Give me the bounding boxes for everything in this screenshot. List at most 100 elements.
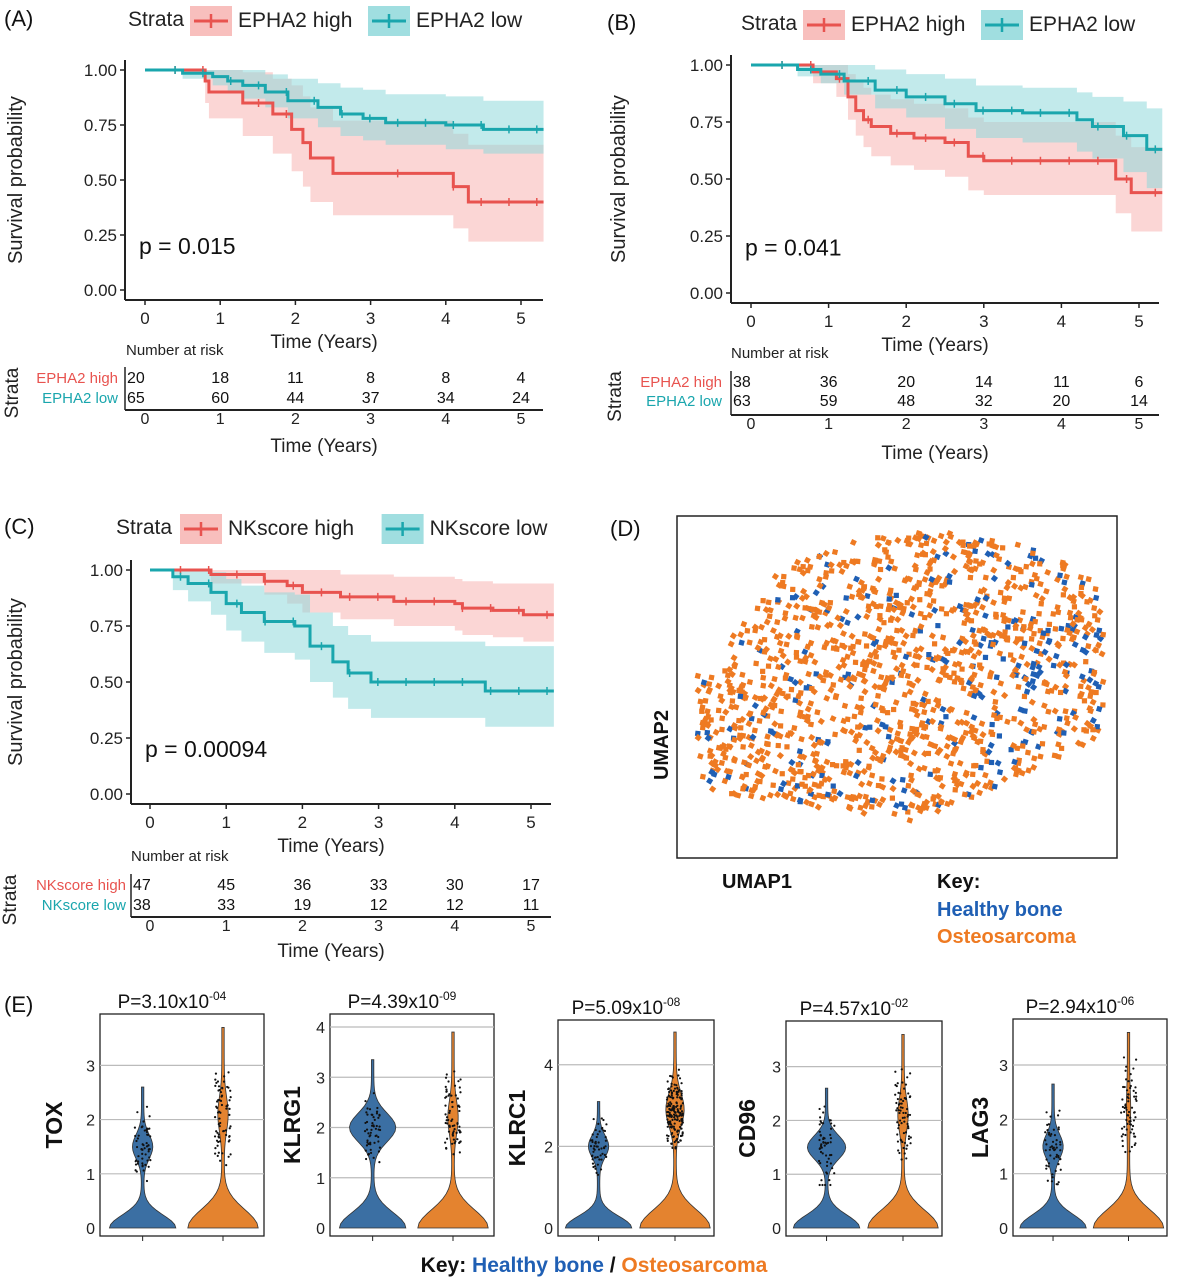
y-tick-label: 3 (316, 1070, 325, 1087)
umap-point-osteo (758, 747, 766, 755)
jitter-point-osteo (677, 1068, 681, 1071)
umap-point-osteo (816, 553, 823, 560)
jitter-point-healthy (596, 1155, 599, 1159)
y-tick-label: 1.00 (84, 61, 117, 80)
umap-point-healthy (902, 653, 910, 661)
risk-count-low: 32 (975, 393, 993, 410)
jitter-point-healthy (600, 1117, 603, 1120)
umap-point-osteo (854, 703, 861, 711)
umap-point-osteo (1010, 582, 1019, 590)
jitter-point-osteo (672, 1105, 675, 1108)
jitter-point-osteo (216, 1131, 219, 1134)
umap-point-osteo (731, 660, 739, 669)
umap-point-osteo (1061, 585, 1069, 593)
risk-count-high: 20 (897, 374, 915, 391)
jitter-point-osteo (680, 1082, 683, 1085)
jitter-point-healthy (365, 1144, 369, 1147)
umap-point-osteo (1078, 590, 1084, 597)
umap-point-osteo (832, 731, 839, 738)
umap-point-osteo (808, 800, 815, 808)
umap-point-osteo (921, 690, 929, 698)
umap-point-osteo (928, 632, 936, 640)
jitter-point-osteo (901, 1106, 904, 1109)
jitter-point-osteo (1124, 1133, 1127, 1137)
umap-point-osteo (969, 771, 976, 778)
jitter-point-healthy (604, 1136, 607, 1139)
umap-point-osteo (921, 750, 929, 758)
umap-point-osteo (855, 670, 863, 678)
jitter-point-osteo (897, 1091, 900, 1094)
umap-point-osteo (848, 795, 856, 803)
umap-point-osteo (966, 543, 973, 549)
jitter-point-healthy (368, 1135, 371, 1138)
legend-title: Strata (116, 516, 172, 539)
jitter-point-healthy (375, 1112, 379, 1115)
risk-count-low: 48 (897, 393, 915, 410)
jitter-point-osteo (1124, 1103, 1127, 1106)
jitter-point-healthy (363, 1130, 367, 1133)
umap-point-healthy (867, 724, 873, 730)
umap-point-osteo (1085, 643, 1092, 650)
umap-point-osteo (1016, 616, 1024, 624)
umap-point-osteo (930, 796, 936, 802)
umap-point-osteo (992, 611, 999, 618)
umap-point-osteo (866, 632, 874, 641)
umap-point-osteo (1075, 609, 1083, 617)
umap-point-osteo (842, 607, 850, 616)
umap-point-osteo (880, 685, 888, 693)
jitter-point-osteo (1125, 1118, 1128, 1122)
umap-point-osteo (949, 553, 958, 561)
umap-point-osteo (1014, 745, 1021, 752)
umap-point-osteo (990, 599, 997, 606)
umap-point-osteo (910, 749, 918, 757)
jitter-point-osteo (216, 1154, 219, 1158)
umap-point-healthy (796, 796, 804, 804)
jitter-point-healthy (833, 1172, 836, 1175)
jitter-point-healthy (602, 1146, 606, 1149)
umap-point-healthy (969, 626, 976, 634)
umap-point-healthy (751, 701, 760, 710)
jitter-point-osteo (214, 1078, 217, 1081)
umap-point-osteo (694, 734, 702, 742)
umap-point-osteo (778, 708, 785, 715)
jitter-point-osteo (220, 1103, 224, 1107)
legend-label-high: EPHA2 high (238, 9, 352, 32)
jitter-point-healthy (378, 1146, 382, 1149)
umap-point-osteo (875, 575, 883, 583)
umap-point-osteo (845, 803, 853, 811)
umap-point-osteo (1062, 672, 1071, 680)
umap-point-osteo (912, 707, 920, 715)
umap-point-healthy (935, 622, 941, 629)
violin-frame (99, 1013, 265, 1237)
umap-point-healthy (996, 733, 1003, 739)
jitter-point-osteo (1134, 1142, 1137, 1145)
umap-point-osteo (888, 558, 895, 565)
umap-point-osteo (754, 644, 762, 652)
risk-count-low: 65 (127, 390, 145, 407)
umap-point-osteo (987, 669, 995, 677)
jitter-point-osteo (904, 1111, 907, 1115)
y-tick-label: 0.25 (90, 729, 123, 748)
umap-point-healthy (899, 776, 906, 783)
umap-point-healthy (982, 612, 989, 620)
jitter-point-healthy (596, 1163, 599, 1166)
umap-point-healthy (908, 611, 916, 618)
umap-point-osteo (856, 731, 864, 739)
jitter-point-healthy (819, 1161, 822, 1165)
jitter-point-osteo (900, 1139, 903, 1142)
umap-point-osteo (844, 794, 851, 801)
umap-point-osteo (918, 541, 925, 549)
umap-point-osteo (909, 603, 917, 611)
umap-point-osteo (974, 738, 982, 746)
umap-point-osteo (891, 706, 897, 713)
umap-point-osteo (959, 666, 965, 672)
umap-point-osteo (788, 686, 795, 693)
umap-point-osteo (893, 735, 901, 743)
jitter-point-osteo (672, 1089, 675, 1092)
umap-point-osteo (1063, 715, 1070, 722)
jitter-point-healthy (819, 1150, 823, 1154)
umap-point-osteo (903, 575, 911, 583)
umap-point-osteo (1025, 767, 1032, 774)
umap-point-osteo (906, 759, 915, 768)
umap-point-osteo (1056, 661, 1064, 669)
